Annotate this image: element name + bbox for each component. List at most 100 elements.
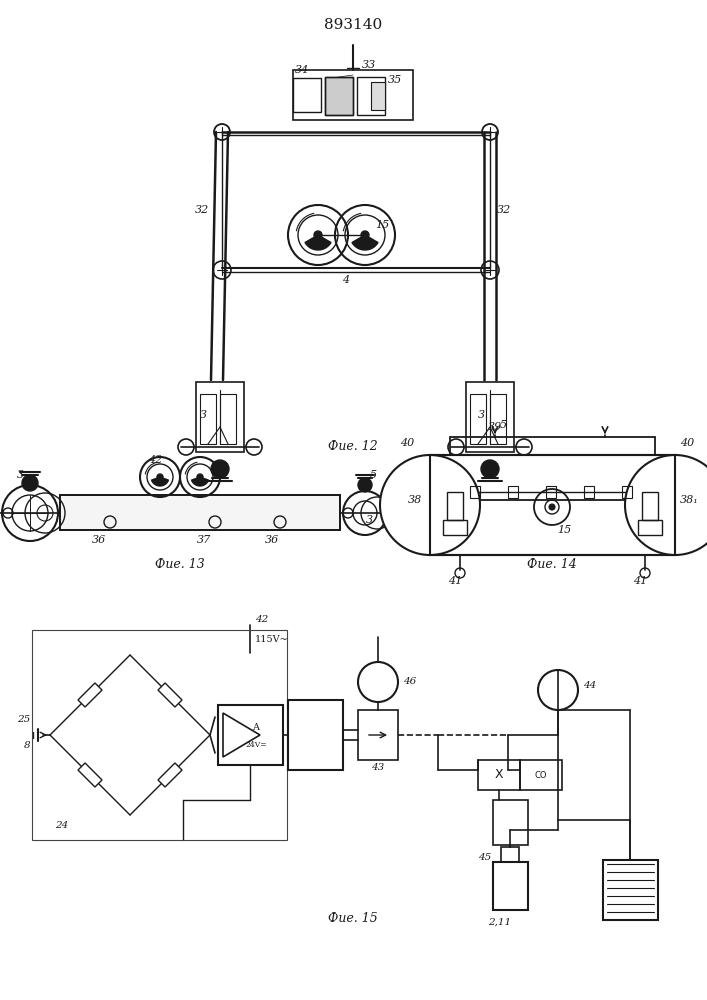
Text: 8: 8 [23,740,30,750]
Bar [60,495,340,530]
Bar [60,495,340,530]
Bar [603,860,658,920]
Bar [478,760,520,790]
Polygon shape [305,235,331,250]
Polygon shape [158,683,182,707]
Text: 41: 41 [448,576,462,586]
Bar [196,382,244,452]
Text: 39: 39 [488,422,502,432]
Text: 3: 3 [17,470,24,480]
Bar [501,847,519,862]
Text: 24: 24 [55,820,69,830]
Bar [218,705,283,765]
Bar [622,486,632,498]
Bar [371,82,385,110]
Polygon shape [158,763,182,787]
Text: A: A [252,722,259,732]
Text: 42: 42 [255,615,268,624]
Bar [200,394,216,444]
Bar [325,77,353,115]
Circle shape [157,474,163,480]
Circle shape [380,455,480,555]
Text: 41: 41 [633,576,647,586]
Text: 42: 42 [148,455,162,465]
Bar [642,492,658,520]
Text: 35: 35 [388,75,402,85]
Circle shape [361,231,369,239]
Bar [293,78,321,112]
Text: 15: 15 [557,525,571,535]
Text: Фие. 13: Фие. 13 [155,558,205,572]
Bar [470,394,486,444]
Text: 43: 43 [371,764,385,772]
Bar [490,394,506,444]
Text: CO: CO [534,770,547,780]
Text: 5: 5 [500,420,507,430]
Text: 34: 34 [295,65,309,75]
Text: 4: 4 [342,275,349,285]
Text: Фие. 15: Фие. 15 [328,912,378,924]
Bar [508,486,518,498]
Text: 32: 32 [195,205,209,215]
Bar [358,710,398,760]
Text: 3: 3 [366,515,373,525]
Text: 37: 37 [197,535,211,545]
Bar [584,486,594,498]
Circle shape [22,475,38,491]
Text: 3: 3 [478,410,485,420]
Text: 115V~: 115V~ [255,636,288,645]
Bar [493,862,528,910]
Circle shape [358,478,372,492]
Circle shape [549,504,555,510]
Polygon shape [192,477,209,486]
Bar [450,437,655,455]
Text: 3: 3 [200,410,207,420]
Polygon shape [151,477,168,486]
Text: 15: 15 [375,220,390,230]
Bar [546,486,556,498]
Bar [638,520,662,535]
Text: 2,11: 2,11 [488,918,511,926]
Bar [325,77,353,115]
Text: Фие. 12: Фие. 12 [328,440,378,454]
Text: 46: 46 [403,678,416,686]
Text: 40: 40 [680,438,694,448]
Bar [493,800,528,845]
Circle shape [481,460,499,478]
Bar [430,455,675,555]
Bar [220,394,236,444]
Circle shape [314,231,322,239]
Bar [357,77,385,115]
Text: E: E [230,730,237,740]
Circle shape [625,455,707,555]
Circle shape [197,474,203,480]
Circle shape [211,460,229,478]
Text: 38₁: 38₁ [680,495,699,505]
Text: Фие. 14: Фие. 14 [527,558,577,572]
Bar [470,486,480,498]
Text: 36: 36 [92,535,106,545]
Polygon shape [352,235,378,250]
Bar [430,455,675,555]
Bar [443,520,467,535]
Bar [466,382,514,452]
Text: 44: 44 [583,680,596,690]
Text: 5: 5 [370,470,377,480]
Text: 893140: 893140 [324,18,382,32]
Text: 24V=: 24V= [245,741,267,749]
Text: 4: 4 [220,470,227,480]
Polygon shape [78,763,102,787]
Text: 45: 45 [478,852,491,861]
Bar [293,70,413,120]
Bar [32,630,287,840]
Text: X: X [495,768,503,782]
Text: 40: 40 [400,438,414,448]
Polygon shape [78,683,102,707]
Bar [447,492,463,520]
Bar [288,700,343,770]
Text: 32: 32 [497,205,511,215]
Text: 33: 33 [362,60,376,70]
Text: 38: 38 [408,495,422,505]
Text: 36: 36 [265,535,279,545]
Bar [520,760,562,790]
